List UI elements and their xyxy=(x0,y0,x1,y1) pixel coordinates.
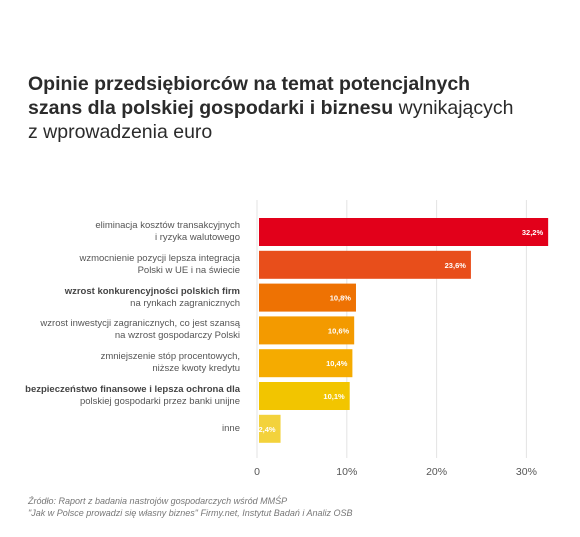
category-label-line: zmniejszenie stóp procentowych, xyxy=(100,351,240,363)
category-label-line: na wzrost gospodarczy Polski xyxy=(114,330,240,342)
title-line-3: z wprowadzenia euro xyxy=(28,121,213,143)
title-line-1: Opinie przedsiębiorców na temat potencja… xyxy=(28,73,471,95)
category-label-line: wzrost konkurencyjności polskich firm xyxy=(64,285,240,297)
title-line-2-bold: szans dla polskiej gospodarki i biznesu xyxy=(28,97,394,119)
category-label: wzmocnienie pozycji lepsza integracja Pol… xyxy=(0,253,240,277)
x-tick-label: 10% xyxy=(336,466,357,478)
bar xyxy=(259,250,471,279)
category-label: wzrost konkurencyjności polskich firm na … xyxy=(0,286,240,310)
category-label-line: na rynkach zagranicznych xyxy=(130,297,240,309)
category-label: wzrost inwestycji zagranicznych, co jest… xyxy=(0,318,240,342)
category-label-line: eliminacja kosztów transakcyjnych xyxy=(95,220,240,231)
x-tick-label: 20% xyxy=(426,466,447,478)
bar-value-label: 10,6% xyxy=(328,326,350,335)
x-tick-label: 0 xyxy=(254,466,260,478)
bar xyxy=(259,414,281,443)
category-label-line: wzmocnienie pozycji lepsza integracja xyxy=(79,252,240,264)
category-label-line: polskiej gospodarki przez banki unijne xyxy=(79,396,240,407)
bar xyxy=(259,349,353,378)
category-label: bezpieczeństwo finansowe i lepsza ochron… xyxy=(0,384,240,408)
category-label: inne xyxy=(0,423,240,435)
bar xyxy=(259,382,350,410)
category-label-line: Polski w UE i na świecie xyxy=(137,264,240,276)
bar-value-label: 2,4% xyxy=(258,425,275,434)
category-label: zmniejszenie stóp procentowych, niższe kw… xyxy=(0,351,240,375)
x-tick-label: 30% xyxy=(516,466,537,478)
title-line-2-rest: wynikających xyxy=(398,97,514,119)
category-label: eliminacja kosztów transakcyjnych i ryzyk… xyxy=(0,220,240,244)
bar-value-label: 32,2% xyxy=(522,228,544,237)
category-label-line: niższe kwoty kredytu xyxy=(152,363,240,375)
chart-title: Opinie przedsiębiorców na temat potencja… xyxy=(28,72,558,144)
title-line-2: szans dla polskiej gospodarki i biznesu … xyxy=(28,96,558,120)
source-line-2: "Jak w Polsce prowadzi się własny biznes… xyxy=(28,508,353,518)
bar-value-label: 23,6% xyxy=(445,261,467,270)
source-note: Źródło: Raport z badania nastrojów gospo… xyxy=(28,495,353,519)
category-label-line: inne xyxy=(222,422,240,434)
source-line-1: Źródło: Raport z badania nastrojów gospo… xyxy=(28,496,288,506)
bar xyxy=(259,316,355,345)
category-label-line: i ryzyka walutowego xyxy=(154,232,240,243)
bar-value-label: 10,1% xyxy=(323,392,345,401)
bar-value-label: 10,4% xyxy=(326,359,348,368)
category-label-line: bezpieczeństwo finansowe i lepsza ochron… xyxy=(25,384,240,395)
bar xyxy=(259,283,356,312)
bar xyxy=(259,218,549,246)
category-label-line: wzrost inwestycji zagranicznych, co jest… xyxy=(40,318,240,330)
bar-value-label: 10,8% xyxy=(330,294,352,303)
